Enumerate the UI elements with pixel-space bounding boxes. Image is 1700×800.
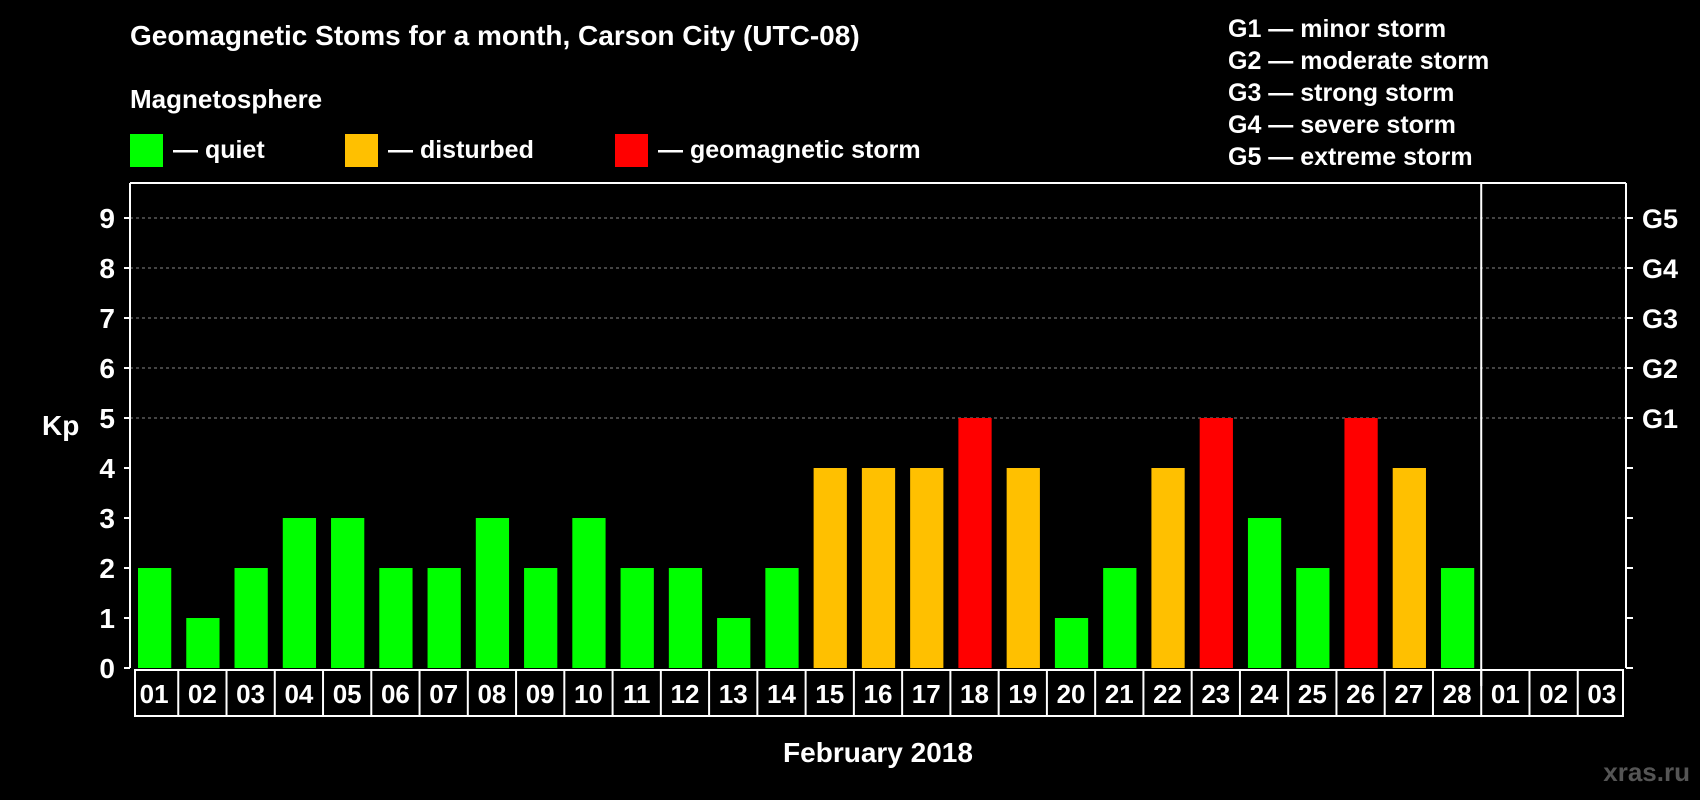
bar-day-04: [282, 518, 317, 668]
g-scale-item: G3 — strong storm: [1228, 79, 1455, 107]
bar-day-26: [1344, 418, 1378, 668]
legend-label-quiet: — quiet: [173, 135, 265, 164]
x-tick-label: 03: [1587, 679, 1616, 709]
x-tick-label: 11: [623, 679, 651, 709]
y-tick-label: 1: [99, 603, 115, 634]
bar-day-23: [1199, 418, 1233, 668]
x-tick-label: 21: [1105, 679, 1134, 709]
g-scale-item: G1 — minor storm: [1228, 15, 1447, 43]
bar-day-11: [620, 568, 654, 668]
bar-day-27: [1392, 468, 1426, 668]
bar-day-09: [524, 568, 558, 668]
g-scale-item: G4 — severe storm: [1228, 111, 1456, 139]
x-tick-label: 20: [1057, 679, 1086, 709]
bar-day-17: [910, 468, 944, 668]
x-tick-label: 18: [960, 679, 989, 709]
x-tick-label: 17: [912, 679, 941, 709]
g-scale-item: G5 — extreme storm: [1228, 143, 1473, 171]
x-tick-label: 24: [1250, 679, 1279, 709]
x-tick-label: 10: [574, 679, 603, 709]
legend-quiet: — quiet: [130, 133, 265, 167]
bar-day-03: [234, 568, 268, 668]
legend-swatch-storm: [615, 133, 648, 167]
x-tick-label: 23: [1201, 679, 1230, 709]
x-tick-label: 02: [188, 679, 217, 709]
x-tick-label: 19: [1008, 679, 1037, 709]
g-level-label: G5: [1642, 204, 1678, 234]
x-tick-label: 16: [864, 679, 893, 709]
bar-day-06: [379, 568, 413, 668]
bar-day-10: [572, 518, 606, 668]
y-tick-label: 6: [99, 353, 115, 384]
bar-day-18: [958, 418, 992, 668]
g-scale-legend: G1 — minor storm G2 — moderate storm G3 …: [1228, 13, 1489, 173]
x-tick-label: 14: [767, 679, 796, 709]
y-tick-label: 8: [99, 253, 115, 284]
y-tick-label: 0: [99, 653, 115, 684]
y-tick-label: 9: [99, 203, 115, 234]
x-axis-box: [134, 669, 1624, 717]
x-tick-label: 25: [1298, 679, 1327, 709]
x-tick-label: 08: [477, 679, 506, 709]
bar-day-01: [138, 568, 172, 668]
x-tick-label: 02: [1539, 679, 1568, 709]
y-tick-label: 3: [99, 503, 115, 534]
chart-title: Geomagnetic Stoms for a month, Carson Ci…: [130, 20, 860, 51]
legend-label-storm: — geomagnetic storm: [658, 135, 921, 164]
bar-day-08: [475, 518, 510, 668]
g-level-label: G2: [1642, 354, 1678, 384]
y-tick-label: 7: [99, 303, 115, 334]
bar-day-19: [1006, 468, 1040, 668]
x-tick-label: 01: [140, 679, 169, 709]
bar-day-21: [1103, 568, 1137, 668]
x-axis-label: February 2018: [783, 737, 973, 768]
legend-storm: — geomagnetic storm: [615, 133, 921, 167]
x-tick-label: 22: [1153, 679, 1182, 709]
x-tick-label: 26: [1346, 679, 1375, 709]
x-tick-label: 05: [333, 679, 362, 709]
x-tick-label: 15: [815, 679, 844, 709]
bar-day-24: [1247, 518, 1282, 668]
x-tick-label: 27: [1394, 679, 1423, 709]
legend-label-disturbed: — disturbed: [388, 135, 534, 164]
x-tick-label: 12: [671, 679, 700, 709]
x-tick-label: 04: [284, 679, 313, 709]
y-tick-label: 2: [99, 553, 115, 584]
x-tick-label: 13: [719, 679, 748, 709]
g-scale-item: G2 — moderate storm: [1228, 47, 1490, 75]
y-tick-label: 4: [99, 453, 115, 484]
bar-day-15: [813, 468, 847, 668]
x-tick-label: 03: [236, 679, 265, 709]
x-tick-label: 09: [526, 679, 555, 709]
bar-day-25: [1296, 568, 1330, 668]
x-tick-label: 28: [1443, 679, 1472, 709]
watermark: xras.ru: [1603, 757, 1690, 787]
bar-day-22: [1151, 468, 1185, 668]
y-axis-label: Kp: [42, 410, 80, 441]
bar-day-14: [765, 568, 799, 668]
x-tick-label: 01: [1491, 679, 1520, 709]
bar-day-07: [427, 568, 461, 668]
legend-swatch-quiet: [130, 133, 163, 167]
section-label: Magnetosphere: [130, 84, 323, 114]
g-level-label: G4: [1642, 254, 1678, 284]
legend-disturbed: — disturbed: [345, 133, 534, 167]
bar-day-16: [861, 468, 896, 668]
g-level-label: G1: [1642, 404, 1678, 434]
bar-day-02: [186, 618, 220, 668]
legend-swatch-disturbed: [345, 133, 378, 167]
bar-day-12: [668, 568, 703, 668]
bar-day-20: [1054, 618, 1089, 668]
bar-day-13: [717, 618, 751, 668]
x-tick-label: 06: [381, 679, 410, 709]
x-tick-label: 07: [429, 679, 458, 709]
bar-day-28: [1440, 568, 1475, 668]
bar-day-05: [331, 518, 365, 668]
g-level-label: G3: [1642, 304, 1678, 334]
y-tick-label: 5: [99, 403, 115, 434]
